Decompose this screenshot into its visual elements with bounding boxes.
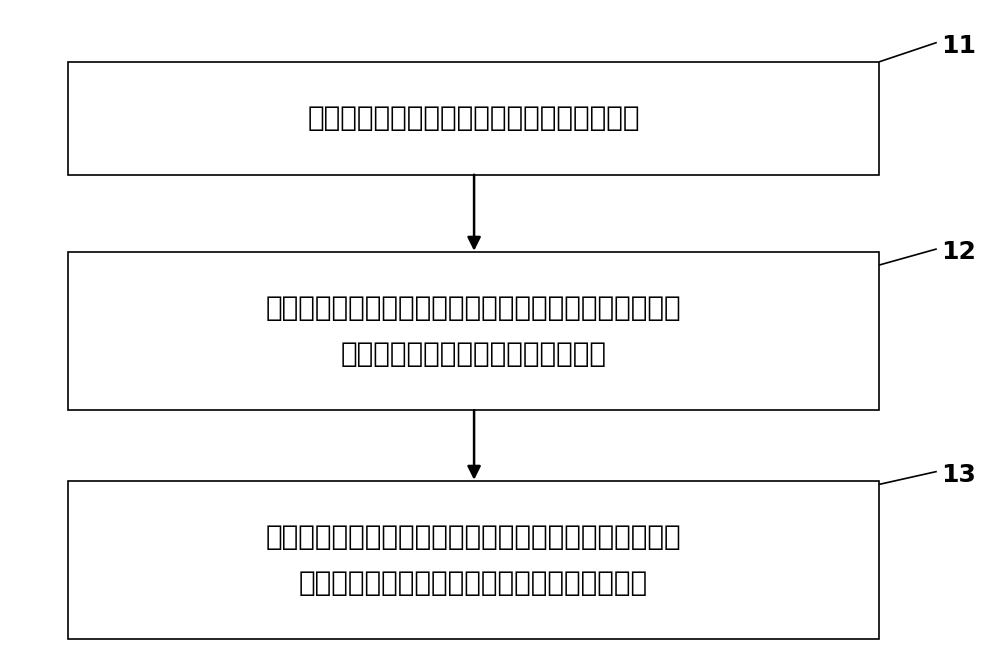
Text: 首先以惰性电极为正极，磷为负极组装电解池: 首先以惰性电极为正极，磷为负极组装电解池 — [307, 104, 640, 132]
Bar — [68, 252, 879, 410]
Text: 然后经过过滤处理后得到剥离产物，并用有机溶剂洗涤数
次，经过离心分离干燥处理后得到所需要的磷烯: 然后经过过滤处理后得到剥离产物，并用有机溶剂洗涤数 次，经过离心分离干燥处理后得… — [266, 523, 681, 597]
Text: 13: 13 — [942, 463, 976, 487]
Text: 12: 12 — [942, 240, 976, 264]
Bar — [68, 481, 879, 639]
Bar — [68, 62, 879, 175]
Text: 在所述电解池的两极间施加直流或交流电压，磷在直流电
场或交流电场的作用下被剥离为磷烯: 在所述电解池的两极间施加直流或交流电压，磷在直流电 场或交流电场的作用下被剥离为… — [266, 294, 681, 368]
Text: 11: 11 — [942, 34, 977, 58]
